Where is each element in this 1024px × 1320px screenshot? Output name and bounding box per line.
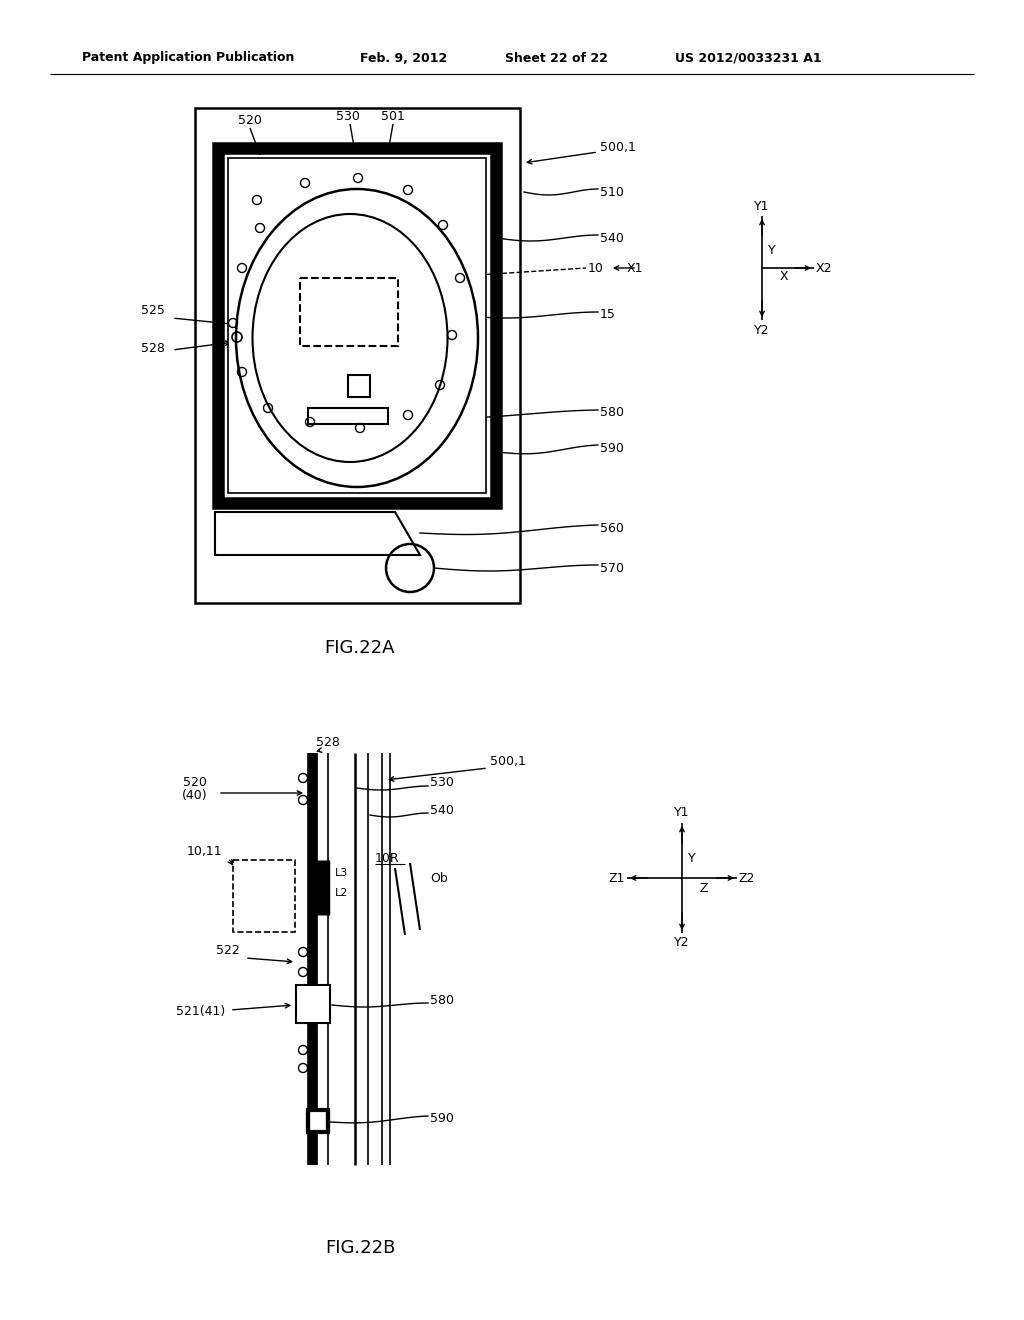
- Text: Z2: Z2: [738, 871, 755, 884]
- Text: 525: 525: [141, 304, 165, 317]
- Text: Y1: Y1: [755, 199, 770, 213]
- Bar: [348, 375, 370, 397]
- Text: 560: 560: [600, 521, 624, 535]
- Text: 520: 520: [238, 114, 262, 127]
- Text: Z: Z: [699, 882, 709, 895]
- Text: 10R: 10R: [375, 851, 399, 865]
- Text: 540: 540: [600, 231, 624, 244]
- Text: 590: 590: [600, 441, 624, 454]
- Text: 528: 528: [141, 342, 165, 355]
- Text: Z1: Z1: [609, 871, 626, 884]
- Bar: [300, 279, 398, 346]
- Text: 510: 510: [600, 186, 624, 198]
- Text: Y2: Y2: [755, 323, 770, 337]
- Text: 530: 530: [336, 110, 360, 123]
- Text: 10,11: 10,11: [186, 846, 222, 858]
- Text: FIG.22B: FIG.22B: [325, 1239, 395, 1257]
- Text: L2: L2: [335, 888, 348, 898]
- Bar: [233, 861, 295, 932]
- Text: 522: 522: [216, 944, 240, 957]
- Text: 500,1: 500,1: [490, 755, 526, 768]
- Text: 521(41): 521(41): [176, 1006, 225, 1019]
- Text: 530: 530: [430, 776, 454, 789]
- Text: Ob: Ob: [430, 871, 447, 884]
- Text: x: x: [327, 285, 333, 294]
- Text: 500,1: 500,1: [600, 141, 636, 154]
- Text: 580: 580: [600, 407, 624, 420]
- Text: 540: 540: [430, 804, 454, 817]
- Text: x: x: [312, 298, 317, 308]
- Text: x: x: [342, 285, 348, 294]
- Bar: [195, 108, 520, 603]
- Text: X: X: [779, 269, 788, 282]
- Text: 528: 528: [316, 735, 340, 748]
- Bar: [308, 1110, 328, 1133]
- Text: 10: 10: [588, 261, 604, 275]
- Text: Sheet 22 of 22: Sheet 22 of 22: [505, 51, 608, 65]
- Text: 570: 570: [600, 561, 624, 574]
- Bar: [228, 158, 486, 492]
- Text: 580: 580: [430, 994, 454, 1006]
- Text: 15: 15: [600, 309, 615, 322]
- Text: (40): (40): [182, 789, 208, 803]
- Text: X1: X1: [627, 261, 643, 275]
- Bar: [218, 148, 496, 503]
- Text: Y2: Y2: [674, 936, 690, 949]
- Text: Y: Y: [688, 851, 696, 865]
- Text: Y: Y: [768, 243, 776, 256]
- Bar: [308, 408, 388, 424]
- Text: US 2012/0033231 A1: US 2012/0033231 A1: [675, 51, 821, 65]
- Text: Y1: Y1: [674, 807, 690, 820]
- Bar: [296, 985, 330, 1023]
- Text: X2: X2: [816, 261, 833, 275]
- Text: 520: 520: [183, 776, 207, 789]
- Text: Feb. 9, 2012: Feb. 9, 2012: [360, 51, 447, 65]
- Text: FIG.22A: FIG.22A: [325, 639, 395, 657]
- Text: Patent Application Publication: Patent Application Publication: [82, 51, 294, 65]
- Text: Ob: Ob: [385, 338, 404, 352]
- Text: 501: 501: [381, 110, 404, 123]
- Text: x: x: [312, 285, 317, 294]
- Text: L3: L3: [335, 869, 348, 878]
- Text: x: x: [326, 298, 331, 308]
- Text: 590: 590: [430, 1111, 454, 1125]
